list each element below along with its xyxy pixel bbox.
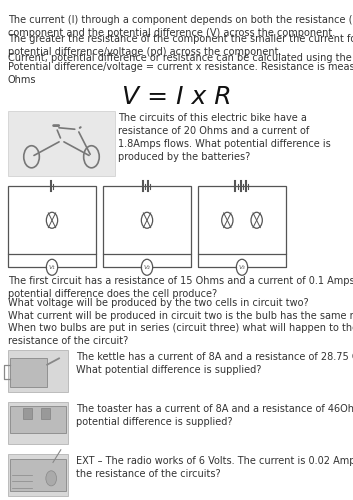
Bar	[8, 454, 68, 496]
Text: The current (I) through a component depends on both the resistance (R) of the
co: The current (I) through a component depe…	[8, 15, 353, 38]
Text: The first circuit has a resistance of 15 Ohms and a current of 0.1 Amps. What
po: The first circuit has a resistance of 15…	[8, 276, 353, 299]
Bar	[23, 408, 32, 419]
Text: EXT – The radio works of 6 Volts. The current is 0.02 Amps. What is
the resistan: EXT – The radio works of 6 Volts. The cu…	[76, 456, 353, 479]
Bar	[8, 402, 68, 444]
Bar	[10, 358, 47, 387]
Text: The circuits of this electric bike have a
resistance of 20 Ohms and a current of: The circuits of this electric bike have …	[118, 114, 331, 162]
Text: When two bulbs are put in series (circuit three) what will happen to the
resista: When two bulbs are put in series (circui…	[8, 323, 353, 346]
Bar	[198, 186, 286, 254]
Text: What voltage will be produced by the two cells in circuit two?: What voltage will be produced by the two…	[8, 298, 309, 308]
Text: V = I x R: V = I x R	[122, 86, 231, 110]
Circle shape	[46, 471, 56, 486]
Bar	[41, 408, 50, 419]
Bar	[103, 186, 191, 254]
Text: The greater the resistance of the component the smaller the current for a given
: The greater the resistance of the compon…	[8, 34, 353, 56]
Text: What current will be produced in circuit two is the bulb has the same resistance: What current will be produced in circuit…	[8, 310, 353, 320]
Text: Potential difference/voltage = current x resistance. Resistance is measured in
O: Potential difference/voltage = current x…	[8, 62, 353, 85]
Bar	[10, 406, 66, 433]
Text: The toaster has a current of 8A and a resistance of 46Ohms. What
potential diffe: The toaster has a current of 8A and a re…	[76, 404, 353, 427]
Bar	[8, 112, 115, 176]
Text: The kettle has a current of 8A and a resistance of 28.75 Ohms.
What potential di: The kettle has a current of 8A and a res…	[76, 352, 353, 375]
Text: Current, potential difference or resistance can be calculated using the equation: Current, potential difference or resista…	[8, 53, 353, 63]
Bar	[8, 350, 68, 392]
Text: V₃: V₃	[239, 265, 245, 270]
Bar	[10, 460, 66, 491]
Text: V₂: V₂	[144, 265, 150, 270]
Text: V₁: V₁	[49, 265, 55, 270]
Bar	[8, 186, 96, 254]
